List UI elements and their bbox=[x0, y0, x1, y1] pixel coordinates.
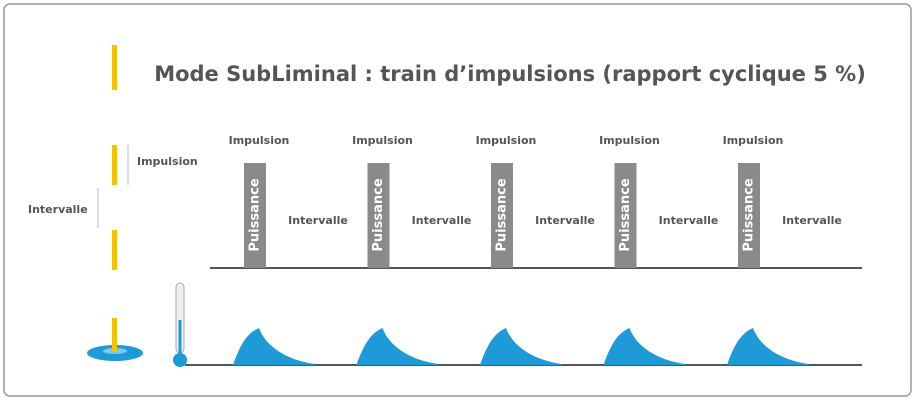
thermometer-bulb bbox=[173, 353, 187, 367]
temperature-rise bbox=[603, 328, 686, 365]
temperature-rise bbox=[356, 328, 439, 365]
temperature-rise bbox=[233, 328, 315, 365]
temperature-rise bbox=[480, 328, 562, 365]
legend-interval: Intervalle bbox=[28, 203, 88, 216]
laser-segment bbox=[112, 318, 117, 352]
thermometer-level bbox=[178, 320, 182, 355]
laser-segment bbox=[112, 45, 117, 90]
power-pulse bbox=[738, 163, 760, 268]
title: Mode SubLiminal : train d’impulsions (ra… bbox=[154, 62, 866, 86]
legend-pulse: Impulsion bbox=[137, 155, 198, 168]
power-pulse bbox=[614, 163, 637, 268]
interval-label: Intervalle bbox=[535, 214, 595, 227]
frame bbox=[3, 3, 912, 397]
pulse-label: Impulsion bbox=[599, 134, 660, 147]
laser-segment bbox=[112, 230, 117, 270]
pulse-label: Impulsion bbox=[352, 134, 413, 147]
interval-label: Intervalle bbox=[412, 214, 472, 227]
laser-segment bbox=[112, 145, 117, 185]
interval-label: Intervalle bbox=[782, 214, 842, 227]
temperature-rise bbox=[727, 328, 809, 365]
interval-label: Intervalle bbox=[659, 214, 719, 227]
power-pulse bbox=[367, 163, 390, 268]
pulse-bar-label: Puissance bbox=[742, 178, 757, 251]
interval-label: Intervalle bbox=[288, 214, 348, 227]
pulse-bar-label: Puissance bbox=[371, 178, 386, 251]
pulse-bar-label: Puissance bbox=[248, 178, 263, 251]
pulse-bar-label: Puissance bbox=[618, 178, 633, 251]
pulse-bar-label: Puissance bbox=[495, 178, 510, 251]
pulse-label: Impulsion bbox=[723, 134, 784, 147]
power-pulse bbox=[244, 163, 266, 268]
pulse-label: Impulsion bbox=[229, 134, 290, 147]
pulse-label: Impulsion bbox=[476, 134, 537, 147]
power-pulse bbox=[491, 163, 513, 268]
